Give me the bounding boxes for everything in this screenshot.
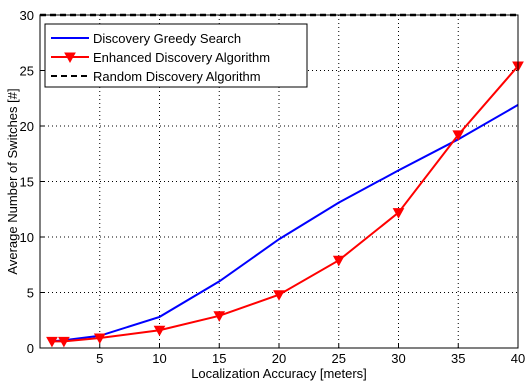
- y-tick-label: 15: [20, 175, 34, 190]
- x-tick-label: 40: [511, 351, 525, 366]
- y-axis-title: Average Number of Switches [#]: [5, 88, 20, 274]
- series-layer: [40, 13, 524, 348]
- x-tick-label: 10: [152, 351, 166, 366]
- data-point-marker: [452, 130, 465, 141]
- data-point-marker: [213, 311, 226, 322]
- data-point-marker: [332, 255, 345, 267]
- legend-label: Random Discovery Algorithm: [93, 69, 261, 84]
- legend-label: Discovery Greedy Search: [93, 31, 241, 46]
- x-axis-title: Localization Accuracy [meters]: [191, 366, 367, 381]
- data-point-marker: [153, 325, 166, 337]
- y-tick-label: 0: [27, 341, 34, 356]
- legend: Discovery Greedy Search Enhanced Discover…: [44, 23, 308, 88]
- data-point-marker: [93, 333, 106, 345]
- x-tick-label: 20: [272, 351, 286, 366]
- y-tick-label: 5: [27, 286, 34, 301]
- data-point-marker: [46, 336, 58, 348]
- legend-box: [44, 23, 308, 88]
- x-tick-label: 30: [391, 351, 405, 366]
- y-tick-label: 30: [20, 8, 34, 23]
- series-line: [51, 104, 519, 343]
- y-tick-label: 25: [20, 64, 34, 79]
- y-tick-label: 20: [20, 119, 34, 134]
- x-tick-label: 15: [212, 351, 226, 366]
- data-point-marker: [392, 208, 405, 219]
- x-tick-label: 35: [451, 351, 465, 366]
- legend-marker: [64, 52, 76, 64]
- axis-ticks: 5 10 15 20 25 30 35 40 0 5 10 15 20 25 30: [20, 8, 526, 366]
- x-tick-label: 25: [332, 351, 346, 366]
- x-tick-label: 5: [96, 351, 103, 366]
- series-line: [51, 65, 519, 343]
- data-point-marker: [58, 336, 70, 348]
- y-tick-label: 10: [20, 230, 34, 245]
- legend-label: Enhanced Discovery Algorithm: [93, 50, 270, 65]
- data-point-marker: [273, 290, 285, 301]
